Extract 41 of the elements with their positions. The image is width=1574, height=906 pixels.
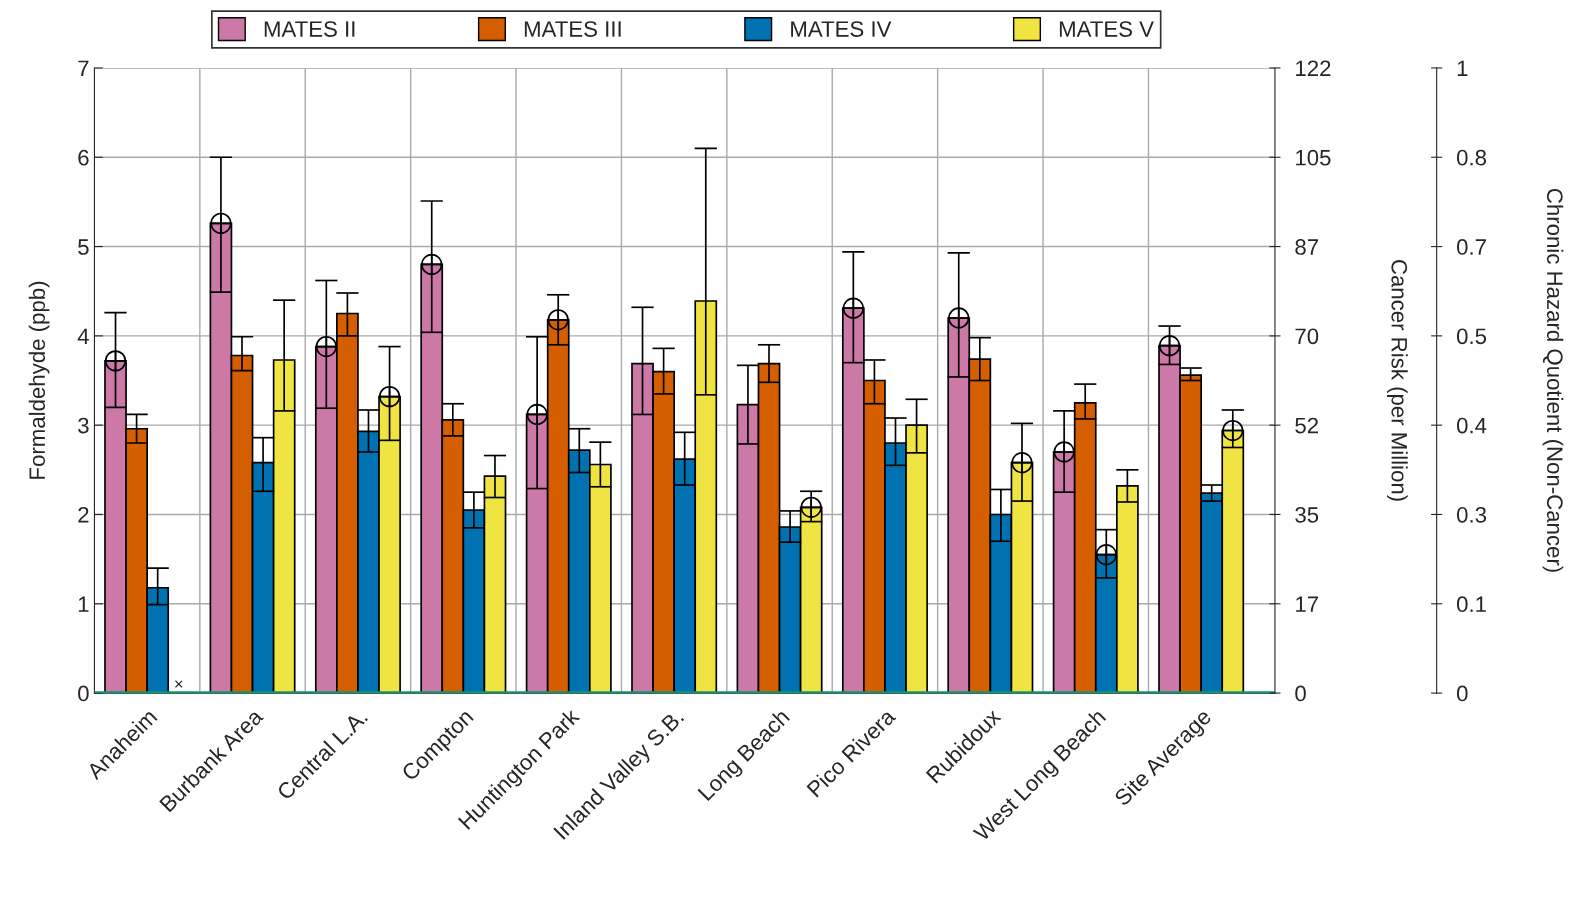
- y2-tick-label: 17: [1296, 596, 1318, 612]
- y2-tick-label: 0: [1295, 685, 1306, 702]
- y3-tick-label: 0.3: [1456, 506, 1487, 523]
- y3-tick-label: 1: [1457, 60, 1468, 76]
- y-tick-label: 3: [78, 417, 89, 434]
- point: [421, 253, 443, 276]
- annotation: ×: [175, 680, 183, 688]
- y3-tick-label: 0.8: [1456, 149, 1487, 166]
- y2-tick-label: 122: [1296, 60, 1331, 76]
- y2-tick-label: 105: [1296, 149, 1331, 166]
- y-tick-label: 4: [77, 328, 89, 344]
- point: [315, 335, 337, 358]
- point: [1158, 335, 1181, 357]
- y3-tick-label: 0.4: [1456, 417, 1487, 434]
- legend-label: MATES V: [1059, 21, 1154, 37]
- y2-tick-label: 70: [1295, 328, 1319, 345]
- y-tick-label: 6: [78, 149, 89, 166]
- y3-tick-label: 0: [1456, 685, 1468, 702]
- point: [842, 297, 864, 319]
- y3-tick-label: 0.5: [1456, 328, 1487, 345]
- point: [1053, 441, 1075, 463]
- y-tick-label: 5: [78, 239, 89, 255]
- y3-tick-label: 0.7: [1456, 239, 1486, 255]
- y2-tick-label: 87: [1295, 239, 1318, 255]
- y3-tick-label: 0.1: [1456, 596, 1486, 613]
- y-tick-label: 7: [78, 60, 89, 76]
- y-tick-label: 2: [78, 507, 89, 523]
- legend-label: MATES II: [264, 21, 355, 37]
- y2-tick-label: 35: [1295, 507, 1319, 523]
- y3-axis-title: Chronic Hazard Quotient (Non-Cancer): [1542, 188, 1564, 572]
- y-axis-title: Formaldehyde (ppb): [28, 281, 50, 479]
- point: [948, 307, 970, 329]
- y2-axis-title: Cancer Risk (per Million): [1387, 260, 1408, 501]
- y-tick-label: 0: [78, 685, 89, 702]
- point: [210, 212, 232, 234]
- y-tick-label: 1: [78, 596, 89, 612]
- legend-label: MATES III: [524, 21, 621, 37]
- point: [104, 350, 127, 372]
- legend-label: MATES IV: [791, 21, 892, 37]
- point: [526, 403, 548, 426]
- y2-tick-label: 52: [1295, 417, 1318, 434]
